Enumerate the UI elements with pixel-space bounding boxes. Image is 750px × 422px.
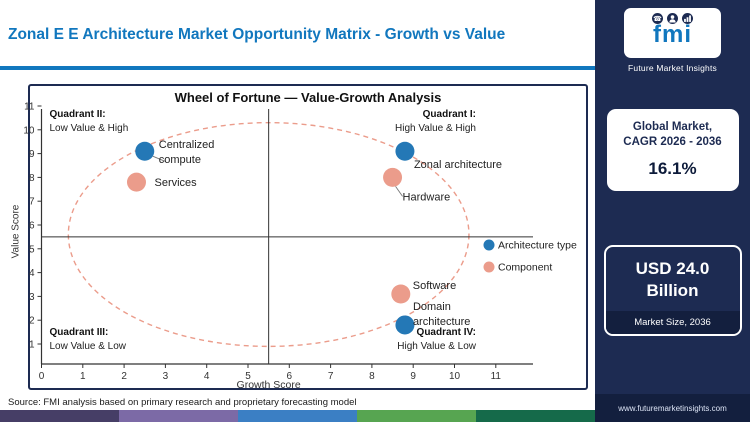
point-label: architecture	[413, 316, 470, 328]
footer-strip-segment	[238, 410, 357, 422]
legend-marker	[483, 239, 495, 251]
y-axis-title: Value Score	[10, 204, 22, 259]
quadrant-title: Quadrant III:	[50, 327, 109, 338]
chart-title: Wheel of Fortune — Value-Growth Analysis	[174, 90, 442, 105]
label-connector	[395, 186, 403, 197]
cagr-card: Global Market, CAGR 2026 - 2036 16.1%	[606, 109, 739, 191]
cagr-label-line1: Global Market,	[632, 121, 713, 133]
market-size-value-line1: USD 24.0	[635, 259, 710, 278]
x-tick-label: 4	[204, 371, 210, 382]
y-tick-label: 5	[29, 244, 35, 255]
point-label: Hardware	[403, 191, 451, 203]
data-point	[391, 284, 411, 304]
market-size-value: USD 24.0 Billion	[606, 247, 740, 311]
point-label: compute	[159, 154, 201, 166]
bar-chart-icon	[682, 13, 693, 24]
quadrant-title: Quadrant I:	[423, 109, 476, 120]
cagr-value: 16.1%	[648, 159, 697, 178]
logo-icons: ☎	[652, 13, 693, 24]
legend-marker	[483, 261, 495, 273]
quadrant-subtitle: High Value & Low	[397, 341, 477, 352]
y-tick-label: 9	[29, 149, 35, 160]
data-point	[395, 141, 415, 161]
x-tick-label: 11	[491, 371, 502, 382]
source-note: Source: FMI analysis based on primary re…	[0, 395, 595, 410]
phone-icon: ☎	[652, 13, 663, 24]
x-tick-label: 0	[39, 371, 45, 382]
x-axis-title: Growth Score	[237, 379, 301, 391]
y-tick-label: 7	[29, 197, 35, 208]
x-tick-label: 2	[121, 371, 127, 382]
point-label: Zonal architecture	[414, 159, 502, 171]
y-tick-label: 1	[29, 340, 35, 351]
point-label: Domain	[413, 301, 451, 313]
footer-strip-segment	[476, 410, 595, 422]
page-title: Zonal E E Architecture Market Opportunit…	[8, 26, 506, 43]
data-point	[135, 141, 155, 161]
footer-strip-segment	[357, 410, 476, 422]
y-tick-label: 2	[29, 316, 35, 327]
x-tick-label: 3	[163, 371, 169, 382]
footer-strip-segment	[119, 410, 238, 422]
footer-color-strip	[0, 410, 595, 422]
footer-strip-segment	[0, 410, 119, 422]
data-point	[395, 315, 415, 335]
quadrant-subtitle: High Value & High	[395, 123, 476, 134]
x-tick-label: 8	[369, 371, 375, 382]
point-label: Software	[413, 280, 456, 292]
fmi-logo-text: fmi	[653, 21, 692, 48]
x-tick-label: 7	[328, 371, 334, 382]
point-label: Centralized	[159, 139, 215, 151]
y-tick-label: 6	[29, 221, 35, 232]
market-size-card: USD 24.0 Billion Market Size, 2036	[603, 245, 742, 336]
data-point	[383, 167, 403, 187]
label-connector	[152, 155, 165, 162]
market-size-caption: Market Size, 2036	[605, 311, 740, 334]
quadrant-subtitle: Low Value & High	[50, 123, 129, 134]
cagr-label-line2: CAGR 2026 - 2036	[623, 136, 722, 148]
quadrant-title: Quadrant IV:	[417, 327, 476, 338]
x-tick-label: 5	[245, 371, 251, 382]
x-tick-label: 10	[449, 371, 461, 382]
y-tick-label: 11	[24, 102, 35, 113]
legend-label: Architecture type	[498, 240, 577, 252]
fmi-logo: ☎ fmi	[624, 8, 721, 58]
person-icon	[667, 13, 678, 24]
brand-name: Future Market Insights	[628, 63, 717, 73]
y-tick-label: 4	[29, 268, 35, 279]
chart-card: Wheel of Fortune — Value-Growth Analysis…	[23, 84, 588, 392]
quadrant-subtitle: Low Value & Low	[50, 341, 127, 352]
point-label: Services	[154, 177, 197, 189]
y-tick-label: 3	[29, 292, 35, 303]
y-tick-label: 8	[29, 173, 35, 184]
sidebar: ☎ fmi Future Market Insights Global Mark…	[595, 0, 750, 422]
x-tick-label: 9	[410, 371, 416, 382]
x-tick-label: 1	[80, 371, 86, 382]
website-url: www.futuremarketinsights.com	[618, 403, 727, 413]
y-tick-label: 10	[23, 125, 35, 136]
header-accent-rule	[0, 66, 595, 70]
quadrant-title: Quadrant II:	[50, 109, 106, 120]
legend-label: Component	[498, 262, 552, 274]
data-point	[126, 172, 146, 192]
website-bar: www.futuremarketinsights.com	[595, 394, 750, 422]
market-size-value-line2: Billion	[646, 281, 699, 300]
x-tick-label: 6	[287, 371, 293, 382]
